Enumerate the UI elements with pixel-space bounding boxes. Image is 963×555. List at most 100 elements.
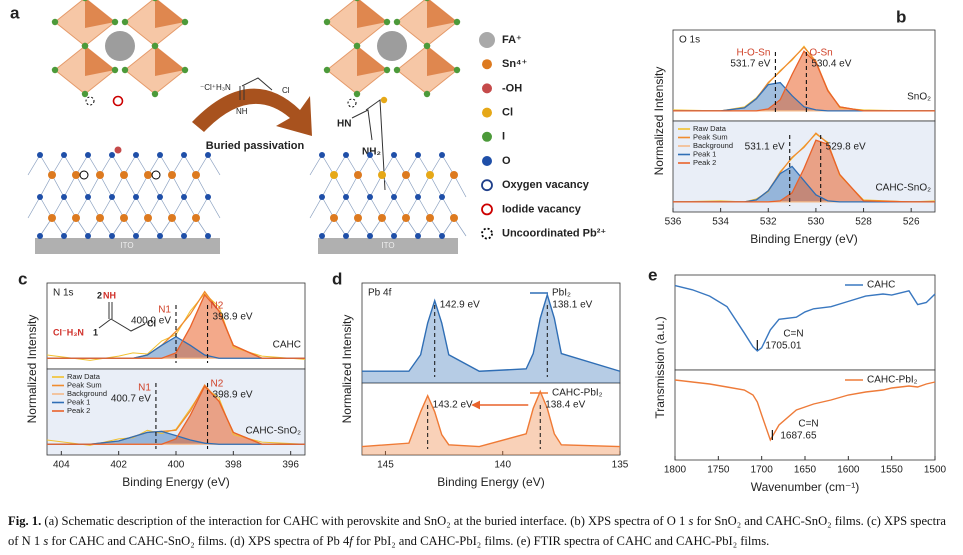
iodide-atom <box>383 18 391 26</box>
iodide-atom <box>393 66 401 74</box>
iodide-atom <box>353 42 361 50</box>
octahedron-face <box>427 46 457 76</box>
iodide-atom <box>181 18 189 26</box>
o-atom <box>85 233 91 239</box>
caption-italic: f <box>349 534 353 548</box>
x-tick-label: 1600 <box>837 465 860 476</box>
o-atom <box>319 194 325 200</box>
lattice-bond <box>75 174 89 198</box>
iodide-atom <box>393 18 401 26</box>
octahedron-face <box>357 46 387 76</box>
x-axis-label: Binding Energy (eV) <box>122 475 229 489</box>
x-tick-label: 398 <box>225 460 242 471</box>
peak-label: 400.0 eV <box>131 316 171 327</box>
structure-label: 2 <box>97 290 102 300</box>
iodide-atom <box>81 90 89 98</box>
o-atom <box>61 194 67 200</box>
sn-atom <box>402 214 410 222</box>
bound-molecule-text: HN <box>337 119 351 130</box>
lattice-bond <box>441 174 455 198</box>
chart-title: Pb 4f <box>368 288 392 299</box>
lattice-bond <box>333 196 347 219</box>
structure-label: NH <box>103 290 116 300</box>
x-tick-label: 532 <box>760 217 777 228</box>
caption-text: for CAHC and CAHC-SnO₂ films. (d) XPS sp… <box>48 534 350 548</box>
fa-cation <box>377 31 407 61</box>
figure: a Buried passivation ⁻Cl⁺H₃N NH Cl HN NH… <box>10 0 947 494</box>
sn-atom <box>330 214 338 222</box>
spectrum-line <box>673 50 935 112</box>
legend-label: CAHC-PbI₂ <box>867 375 918 386</box>
lattice-bond <box>171 174 185 198</box>
peak-value: 1705.01 <box>765 341 802 352</box>
lattice-bond <box>453 174 467 198</box>
peak-label: 398.9 eV <box>213 312 253 323</box>
x-axis-label: Binding Energy (eV) <box>437 475 544 489</box>
lattice-bond <box>75 196 89 219</box>
molecule-text: NH <box>236 107 248 116</box>
legend-symbol <box>482 83 492 94</box>
iodide-atom <box>152 0 158 2</box>
ito-substrate <box>35 238 220 254</box>
sn-atom <box>426 171 434 179</box>
panel-label: d <box>332 269 342 288</box>
peak-fill <box>362 391 620 455</box>
sn-atom <box>120 214 128 222</box>
iodide-atom <box>121 66 129 74</box>
peak-name: N1 <box>158 305 171 316</box>
legend-label: Background <box>693 141 733 150</box>
x-tick-label: 135 <box>612 460 629 471</box>
sn-atom <box>144 214 152 222</box>
o-atom <box>37 194 43 200</box>
lattice-bond <box>357 196 371 219</box>
legend-label: Peak Sum <box>67 380 102 389</box>
bound-molecule-text: NH₂ <box>362 147 381 158</box>
oxygen-vacancy <box>151 170 161 180</box>
sample-label: CAHC-SnO₂ <box>245 426 301 437</box>
octahedron-face <box>357 0 387 28</box>
legend-label: Peak 2 <box>693 158 716 167</box>
o-atom <box>181 152 187 158</box>
panel-label: e <box>648 265 657 284</box>
legend-label: Peak Sum <box>693 132 728 141</box>
lattice-bond <box>63 174 77 198</box>
lattice-bond <box>123 196 137 219</box>
iodide-atom <box>423 90 431 98</box>
legend-symbol <box>482 156 492 166</box>
legend-label: Uncoordinated Pb²⁺ <box>502 228 606 240</box>
peak-name: N2 <box>211 301 224 312</box>
lattice-bond <box>393 174 407 198</box>
lattice-bond <box>345 196 359 219</box>
o-atom <box>133 152 139 158</box>
structure-label: Cl⁻H₃N <box>53 327 84 337</box>
o-atom <box>61 233 67 239</box>
o-atom <box>391 194 397 200</box>
lattice-bond <box>147 196 161 219</box>
lattice-bond <box>123 174 137 198</box>
o-atom <box>85 152 91 158</box>
peak-label: 143.2 eV <box>433 400 473 411</box>
o-atom <box>391 233 397 239</box>
legend-label: Raw Data <box>693 124 727 133</box>
caption-text: for PbI₂ and CAHC-PbI₂ films. (e) FTIR s… <box>352 534 770 548</box>
legend-label: I <box>502 131 505 143</box>
o-atom <box>343 152 349 158</box>
x-tick-label: 145 <box>377 460 394 471</box>
peak-name: H-O-Sn <box>737 48 771 59</box>
lattice-bond <box>87 196 101 219</box>
lattice-bond <box>183 174 197 198</box>
caption-text: for SnO₂ and CAHC-SnO₂ films. (c) XPS sp… <box>8 514 946 548</box>
iodide-atom <box>354 0 360 2</box>
lattice-bond <box>369 174 383 198</box>
plot-frame <box>361 282 621 384</box>
legend-label: Cl <box>502 107 513 119</box>
o-atom <box>109 233 115 239</box>
iodide-atom <box>383 66 391 74</box>
lattice-bond <box>183 196 197 219</box>
legend-label: CAHC-PbI₂ <box>552 388 603 399</box>
caption-text: (a) Schematic description of the interac… <box>41 514 689 528</box>
lattice-bond <box>171 196 185 219</box>
legend-symbol <box>479 32 495 48</box>
spectrum-line <box>674 379 936 442</box>
ito-label: ITO <box>381 241 394 250</box>
